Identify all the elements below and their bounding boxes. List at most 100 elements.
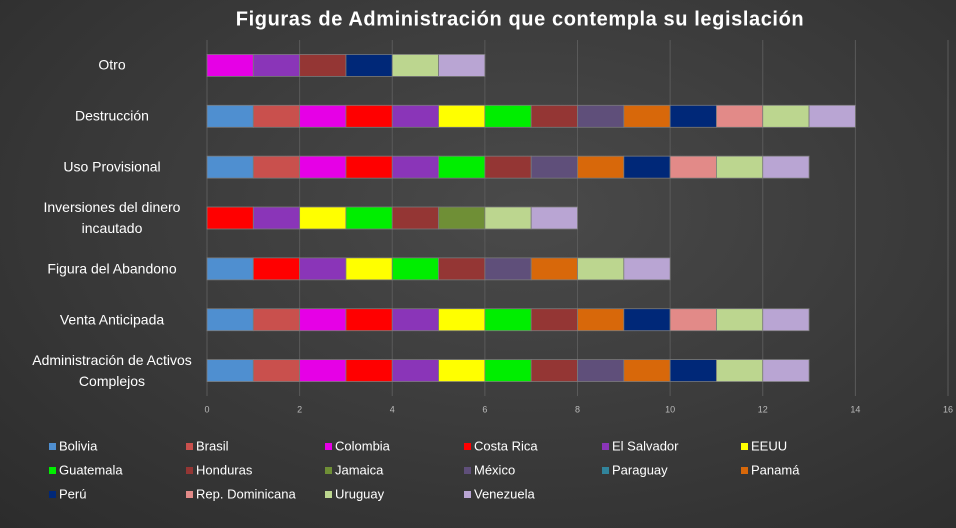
- y-tick-label: Figura del Abandono: [47, 260, 177, 277]
- x-tick-label: 16: [943, 404, 953, 414]
- bar-segment: [716, 308, 764, 332]
- bar-segment: [299, 359, 347, 382]
- bar-segment: [577, 155, 625, 179]
- bar-segment: [206, 257, 254, 281]
- legend-swatch: [464, 467, 471, 474]
- bar-segment: [391, 206, 439, 230]
- bar-segment: [577, 104, 625, 128]
- bar-segment: [391, 359, 439, 382]
- bar-segment: [484, 308, 532, 332]
- bar-segment: [716, 155, 764, 179]
- bar-segment: [808, 104, 856, 128]
- bar-segment: [299, 104, 347, 128]
- bar-segment: [391, 155, 439, 179]
- bar-segment: [299, 206, 347, 230]
- x-tick-label: 0: [204, 404, 209, 414]
- bar-segment: [484, 104, 532, 128]
- x-tick-label: 14: [850, 404, 860, 414]
- x-tick-label: 8: [575, 404, 580, 414]
- bar-segment: [252, 359, 301, 382]
- bar-segment: [391, 54, 439, 77]
- bar-segment: [530, 206, 578, 230]
- bar-segment: [206, 155, 254, 179]
- bar-segment: [299, 308, 347, 332]
- bar-segment: [438, 308, 486, 332]
- bar-segment: [530, 308, 578, 332]
- bar-segment: [762, 308, 810, 332]
- bar-segment: [438, 104, 486, 128]
- legend-label: México: [474, 462, 515, 477]
- legend-swatch: [325, 467, 332, 474]
- bar-segment: [484, 359, 532, 382]
- legend-swatch: [49, 443, 56, 450]
- bar-segment: [345, 359, 393, 382]
- bar-segment: [530, 257, 578, 281]
- bar-segment: [716, 359, 764, 382]
- legend-label: Jamaica: [335, 462, 384, 477]
- legend-swatch: [464, 443, 471, 450]
- legend-swatch: [186, 491, 193, 498]
- legend-swatch: [741, 467, 748, 474]
- bar-segment: [345, 206, 393, 230]
- bar-segment: [252, 308, 301, 332]
- bar-segment: [577, 308, 625, 332]
- legend-swatch: [464, 491, 471, 498]
- bar-segment: [252, 54, 301, 77]
- bar-segment: [530, 155, 578, 179]
- bar-segment: [206, 359, 254, 382]
- bar-segment: [252, 206, 301, 230]
- bar-segment: [438, 206, 486, 230]
- legend-swatch: [186, 467, 193, 474]
- x-tick-label: 6: [482, 404, 487, 414]
- y-tick-label: Venta Anticipada: [59, 311, 165, 328]
- legend-label: EEUU: [751, 438, 787, 453]
- bar-segment: [252, 257, 301, 281]
- legend-swatch: [49, 467, 56, 474]
- bar-segment: [530, 359, 578, 382]
- x-tick-label: 2: [297, 404, 302, 414]
- bar-segment: [299, 155, 347, 179]
- bar-segment: [391, 257, 439, 281]
- bar-segment: [669, 104, 717, 128]
- bar-segment: [391, 308, 439, 332]
- legend-label: Panamá: [751, 462, 800, 477]
- bar-segment: [252, 155, 301, 179]
- bar-segment: [762, 104, 810, 128]
- bar-segment: [252, 104, 301, 128]
- legend-swatch: [325, 491, 332, 498]
- bar-segment: [669, 308, 717, 332]
- legend-label: Venezuela: [474, 486, 535, 501]
- bar-segment: [299, 54, 347, 77]
- bar-segment: [484, 155, 532, 179]
- y-tick-label: Otro: [98, 56, 126, 73]
- legend-label: Uruguay: [335, 486, 385, 501]
- legend-label: Perú: [59, 486, 86, 501]
- bar-segment: [669, 155, 717, 179]
- bar-segment: [438, 155, 486, 179]
- bar-segment: [623, 257, 671, 281]
- bar-segment: [391, 104, 439, 128]
- legend-label: Paraguay: [612, 462, 668, 477]
- legend-swatch: [186, 443, 193, 450]
- bar-segment: [484, 206, 532, 230]
- bar-segment: [623, 308, 671, 332]
- legend-label: El Salvador: [612, 438, 679, 453]
- bar-segment: [623, 104, 671, 128]
- y-tick-label: Administración de Activos Complejos: [32, 351, 192, 389]
- legend-label: Honduras: [196, 462, 253, 477]
- bar-segment: [206, 104, 254, 128]
- bar-segment: [438, 257, 486, 281]
- legend-label: Brasil: [196, 438, 229, 453]
- legend-swatch: [602, 467, 609, 474]
- x-tick-label: 12: [758, 404, 768, 414]
- legend-label: Bolivia: [59, 438, 98, 453]
- legend-swatch: [602, 443, 609, 450]
- bar-segment: [345, 104, 393, 128]
- bar-segment: [345, 155, 393, 179]
- x-tick-label: 10: [665, 404, 675, 414]
- bar-segment: [206, 308, 254, 332]
- legend-label: Rep. Dominicana: [196, 486, 296, 501]
- bar-segment: [438, 54, 486, 77]
